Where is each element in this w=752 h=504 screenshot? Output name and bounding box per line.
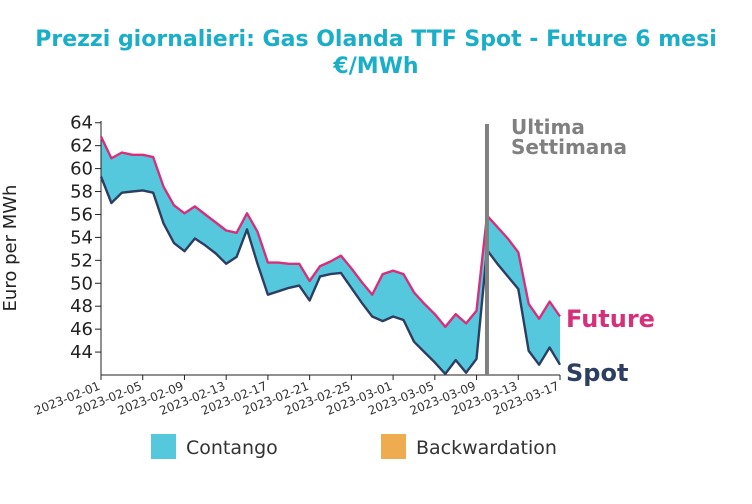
annotation-label-line1: Ultima xyxy=(511,115,585,139)
y-tick-label: 50 xyxy=(70,273,93,294)
spot-line xyxy=(99,176,562,376)
legend-swatch-backwardation xyxy=(381,434,406,459)
y-tick-label: 60 xyxy=(70,159,93,180)
y-tick-label: 62 xyxy=(70,136,93,157)
future-line xyxy=(99,135,561,328)
y-tick-label: 56 xyxy=(70,204,93,225)
spot-series-label: Spot xyxy=(566,359,628,387)
y-tick-label: 44 xyxy=(70,342,93,363)
plot-area: 44464850525456586062642023-02-012023-02-… xyxy=(32,113,561,418)
chart-title-line1: Prezzi giornalieri: Gas Olanda TTF Spot … xyxy=(35,27,717,52)
chart-title-line2: €/MWh xyxy=(332,54,418,79)
contango-area xyxy=(101,136,560,374)
y-tick-label: 52 xyxy=(70,250,93,271)
legend-swatch-contango xyxy=(151,434,176,459)
y-tick-label: 64 xyxy=(70,113,93,134)
y-tick-label: 46 xyxy=(70,319,93,340)
y-tick-label: 58 xyxy=(70,182,93,203)
y-tick-label: 48 xyxy=(70,296,93,317)
annotation-label-line2: Settimana xyxy=(511,135,627,159)
y-tick-label: 54 xyxy=(70,227,93,248)
legend-label-backwardation: Backwardation xyxy=(416,437,557,459)
legend: Contango Backwardation xyxy=(151,434,557,459)
future-series-label: Future xyxy=(566,305,655,333)
y-axis-label: Euro per MWh xyxy=(0,185,21,312)
legend-label-contango: Contango xyxy=(186,437,278,459)
